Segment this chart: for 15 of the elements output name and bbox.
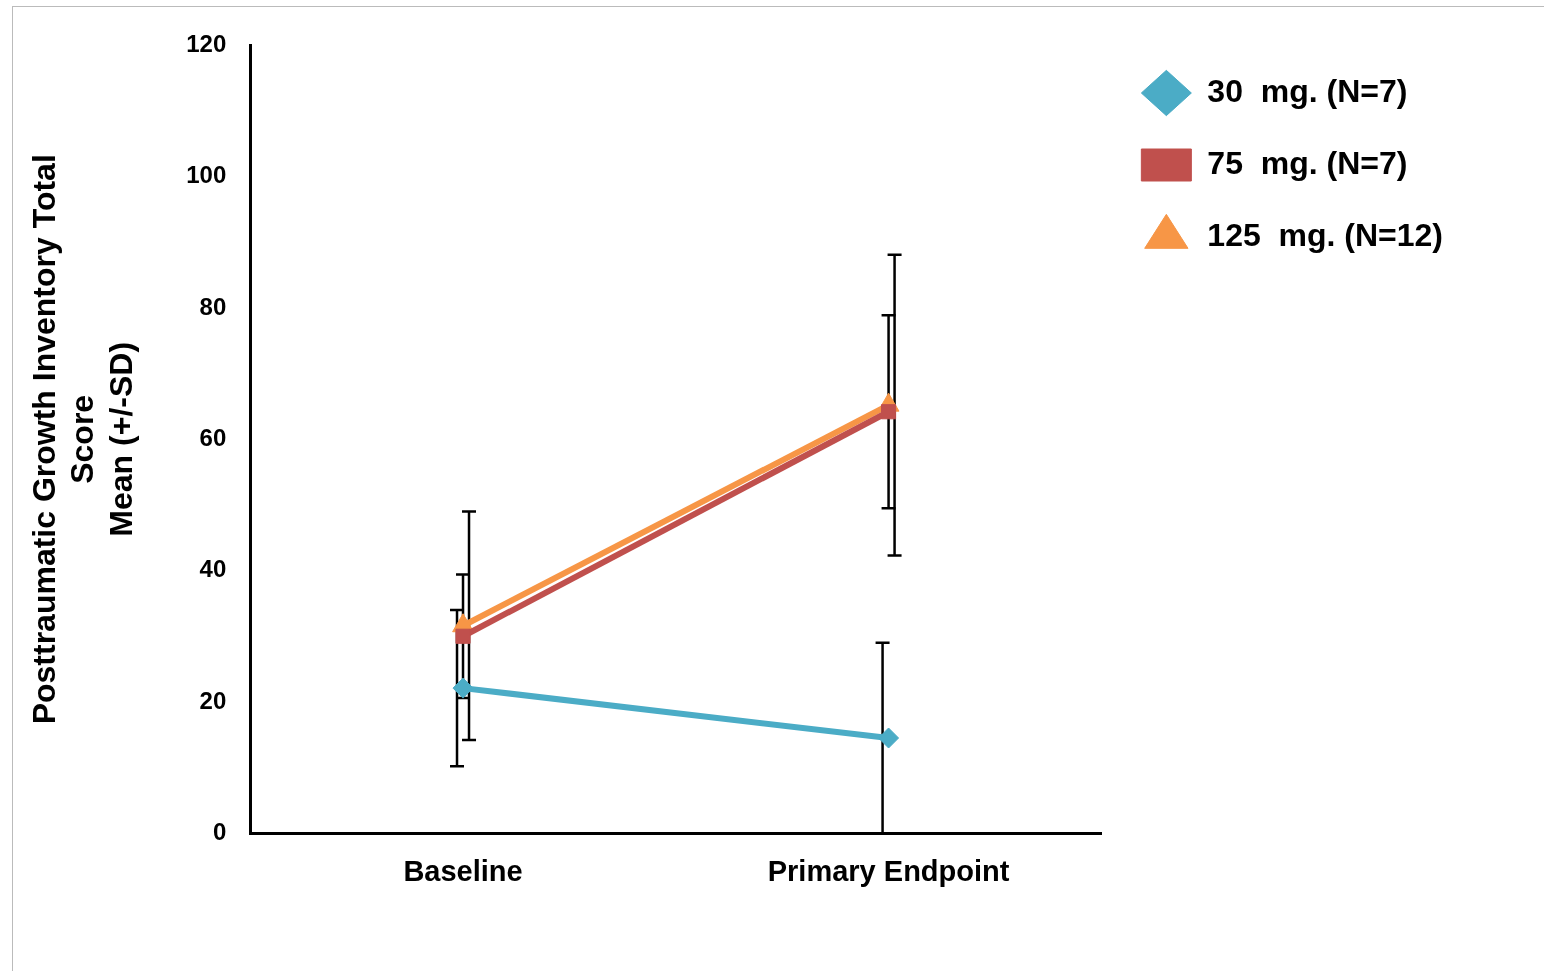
y-axis-title: Posttraumatic Growth Inventory Total Score Mean (+/-SD) <box>26 154 139 725</box>
y-tick-label: 100 <box>186 161 227 189</box>
point <box>878 727 900 749</box>
y-tick-label: 0 <box>212 817 227 845</box>
y-tick-label: 60 <box>199 423 227 451</box>
point <box>452 677 474 699</box>
y-tick-label: 80 <box>199 292 227 320</box>
x-tick-label: Primary Endpoint <box>767 854 1010 887</box>
legend-label: 75 mg. (N=7) <box>1207 144 1408 181</box>
y-tick-label: 40 <box>199 555 227 583</box>
x-tick-label: Baseline <box>403 854 523 887</box>
legend-label: 30 mg. (N=7) <box>1207 72 1408 109</box>
y-tick-label: 20 <box>199 686 227 714</box>
y-tick-label: 120 <box>186 30 227 58</box>
legend-label: 125 mg. (N=12) <box>1207 216 1443 253</box>
